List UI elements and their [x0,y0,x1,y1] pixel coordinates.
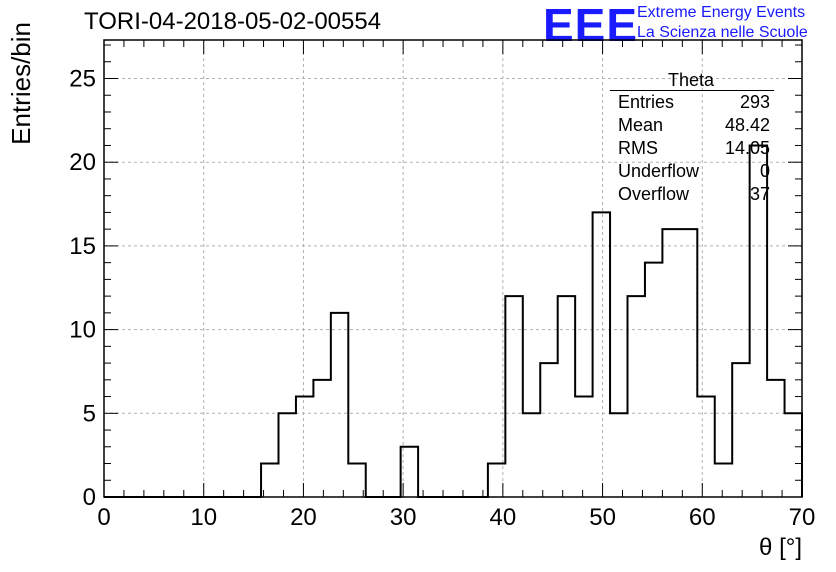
stats-label: Underflow [618,161,700,181]
y-tick-label: 10 [69,317,96,344]
x-tick-label: 0 [97,504,110,531]
stats-value: 14.05 [724,138,770,158]
stats-value: 37 [749,184,770,204]
stats-box: Theta Entries 293 Mean 48.42 RMS 14.05 Unde… [608,70,774,206]
stats-row-underflow: Underflow 0 [608,160,774,183]
stats-value: 48.42 [724,115,770,135]
stats-divider [610,90,774,91]
x-tick-label: 60 [689,504,716,531]
histogram-bin [645,263,662,497]
y-axis-label: Entries/bin [6,22,36,145]
histogram-bin [279,413,296,497]
y-tick-label: 25 [69,66,96,93]
stats-label: Mean [618,115,664,135]
stats-row-entries: Entries 293 [608,91,774,114]
stats-label: RMS [618,138,658,158]
histogram-bin [575,397,592,497]
histogram-bin [331,313,348,497]
x-tick-label: 40 [490,504,517,531]
histogram-bin [523,413,540,497]
histogram-bin [628,296,645,497]
histogram-bin [593,212,610,497]
histogram-bin [680,229,697,497]
stats-value: 293 [739,92,770,112]
y-tick-label: 5 [83,400,96,427]
y-tick-label: 20 [69,149,96,176]
y-tick-label: 0 [83,484,96,511]
brand-subtitle: La Scienza nelle Scuole [637,24,808,41]
x-tick-label: 50 [589,504,616,531]
histogram-bin [313,380,330,497]
histogram-bin [662,229,679,497]
histogram-bin [610,413,627,497]
stats-name: Theta [667,70,715,90]
brand-name: Extreme Energy Events [637,4,806,21]
histogram-bin [732,363,749,497]
histogram-bin [558,296,575,497]
stats-row-rms: RMS 14.05 [608,137,774,160]
x-tick-label: 30 [390,504,417,531]
stats-row-mean: Mean 48.42 [608,114,774,137]
histogram-bin [296,397,313,497]
histogram-bin [697,397,714,497]
stats-label: Overflow [618,184,690,204]
histogram-bin [785,413,802,497]
histogram-bin [767,380,784,497]
x-tick-label: 70 [789,504,816,531]
x-tick-label: 20 [290,504,317,531]
stats-row-overflow: Overflow 37 [608,183,774,206]
x-axis-label: θ [°] [759,534,802,561]
plot-frame [103,39,803,498]
stats-label: Entries [618,92,675,112]
stats-value: 0 [759,161,770,181]
histogram-series [104,144,803,498]
histogram-title: TORI-04-2018-05-02-00554 [84,8,382,35]
histogram-bin [540,363,557,497]
x-tick-label: 10 [190,504,217,531]
histogram-bin [715,464,732,497]
histogram-bin [505,296,522,497]
y-tick-label: 15 [69,233,96,260]
